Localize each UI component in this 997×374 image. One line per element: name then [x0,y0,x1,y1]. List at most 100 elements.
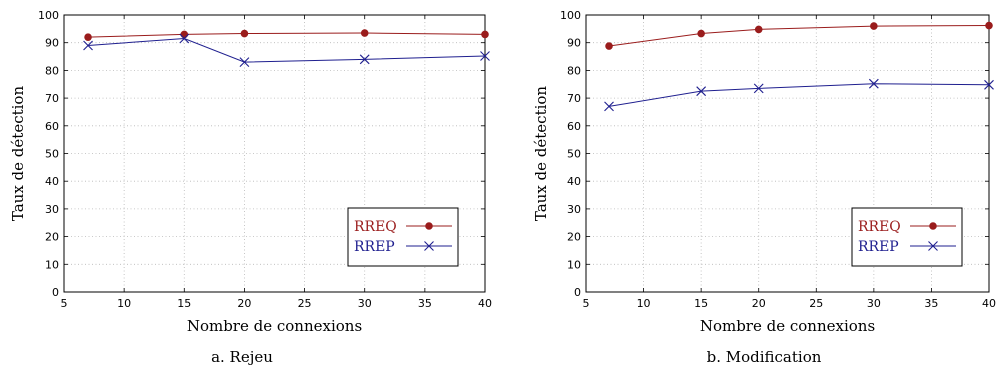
y-tick-label: 40 [45,175,59,188]
legend-box [851,207,963,267]
marker-circle [697,29,705,38]
marker-circle [870,22,878,30]
marker-circle [985,21,993,30]
legend: RREQ RREP [851,207,963,267]
x-tick-label: 20 [237,297,251,310]
marker-x [83,40,93,51]
y-axis-label: Taux de détection [532,86,550,222]
marker-circle [360,29,369,37]
legend-item-rreq: RREQ [354,219,452,235]
marker-circle [754,25,763,34]
y-tick-label: 90 [45,37,59,50]
ticks: 5 10 15 20 25 30 35 40 0 10 20 30 40 50 60 70 80 90 100 [38,9,492,310]
x-tick-label: 35 [418,297,432,310]
y-tick-label: 100 [560,9,581,22]
series-line [608,25,990,47]
series-rrep [604,78,994,112]
marker-x [753,83,764,94]
marker-x-stroke [984,79,994,90]
marker-x [928,241,938,251]
legend-label: RREQ [354,219,397,235]
series-line [608,83,990,107]
grid [586,15,989,292]
series-rrep [83,33,490,67]
series-rreq [84,29,489,41]
marker-x [179,33,190,44]
chart-right: 5 10 15 20 25 30 35 40 0 10 20 30 40 50 60 70 80 90 100 Nom… [532,9,996,366]
marker-circle [180,30,189,39]
marker-x-stroke [868,78,879,89]
y-tick-label: 10 [45,258,59,271]
x-tick-label: 40 [982,297,996,310]
x-axis-label: Nombre de connexions [700,317,875,335]
x-tick-label: 10 [117,297,131,310]
legend-label: RREP [858,239,899,255]
y-tick-label: 80 [567,64,581,77]
x-tick-label: 15 [177,297,191,310]
x-tick-label: 5 [61,297,68,310]
x-tick-label: 5 [583,297,590,310]
x-tick-label: 10 [637,297,651,310]
marker-x-stroke [753,83,764,94]
marker-x [480,51,490,61]
marker-x [604,101,614,112]
marker-x [359,54,370,65]
series-line [88,32,486,38]
legend-item-rrep: RREP [354,239,452,255]
y-tick-label: 30 [45,203,59,216]
marker-x-stroke [928,241,938,251]
x-tick-label: 15 [694,297,708,310]
marker-x [239,57,250,67]
y-tick-label: 20 [567,231,581,244]
marker-circle [929,222,937,230]
legend-box [347,207,459,267]
marker-x-stroke [480,51,490,61]
series-rreq [605,21,993,50]
legend-label: RREQ [858,219,901,235]
y-tick-label: 80 [45,64,59,77]
y-tick-label: 70 [45,92,59,105]
legend-item-rreq: RREQ [858,219,956,235]
legend-item-rrep: RREP [858,239,956,255]
marker-x-stroke [424,241,434,251]
y-tick-label: 10 [567,258,581,271]
x-tick-label: 30 [358,297,372,310]
x-tick-label: 30 [867,297,881,310]
legend: RREQ RREP [347,207,459,267]
marker-x [984,79,994,90]
x-tick-label: 25 [809,297,823,310]
y-tick-label: 40 [567,175,581,188]
marker-circle [481,30,489,39]
marker-x-stroke [696,86,707,97]
marker-x-stroke [83,40,93,51]
x-tick-label: 40 [478,297,492,310]
marker-x-stroke [179,33,190,44]
y-tick-label: 100 [38,9,59,22]
marker-x-stroke [604,101,614,112]
y-tick-label: 90 [567,37,581,50]
marker-x [424,241,434,251]
chart-caption: b. Modification [707,348,822,366]
marker-x [696,86,707,97]
x-tick-label: 25 [298,297,312,310]
marker-x [868,78,879,89]
y-tick-label: 70 [567,92,581,105]
y-axis-label: Taux de détection [9,86,27,222]
y-tick-label: 20 [45,231,59,244]
y-tick-label: 0 [574,286,581,299]
x-axis-label: Nombre de connexions [187,317,362,335]
x-tick-label: 20 [752,297,766,310]
y-tick-label: 30 [567,203,581,216]
marker-circle [84,33,92,41]
chart-caption: a. Rejeu [211,348,273,366]
marker-circle [425,222,433,230]
chart-left: 5 10 15 20 25 30 35 40 0 10 20 30 40 50 60 70 80 90 100 Nom… [9,9,492,366]
ticks: 5 10 15 20 25 30 35 40 0 10 20 30 40 50 60 70 80 90 100 [560,9,996,310]
y-tick-label: 0 [52,286,59,299]
marker-circle [605,42,613,50]
marker-x-stroke [239,57,250,67]
series-line [88,38,486,63]
marker-circle [240,29,249,38]
marker-x-stroke [359,54,370,65]
